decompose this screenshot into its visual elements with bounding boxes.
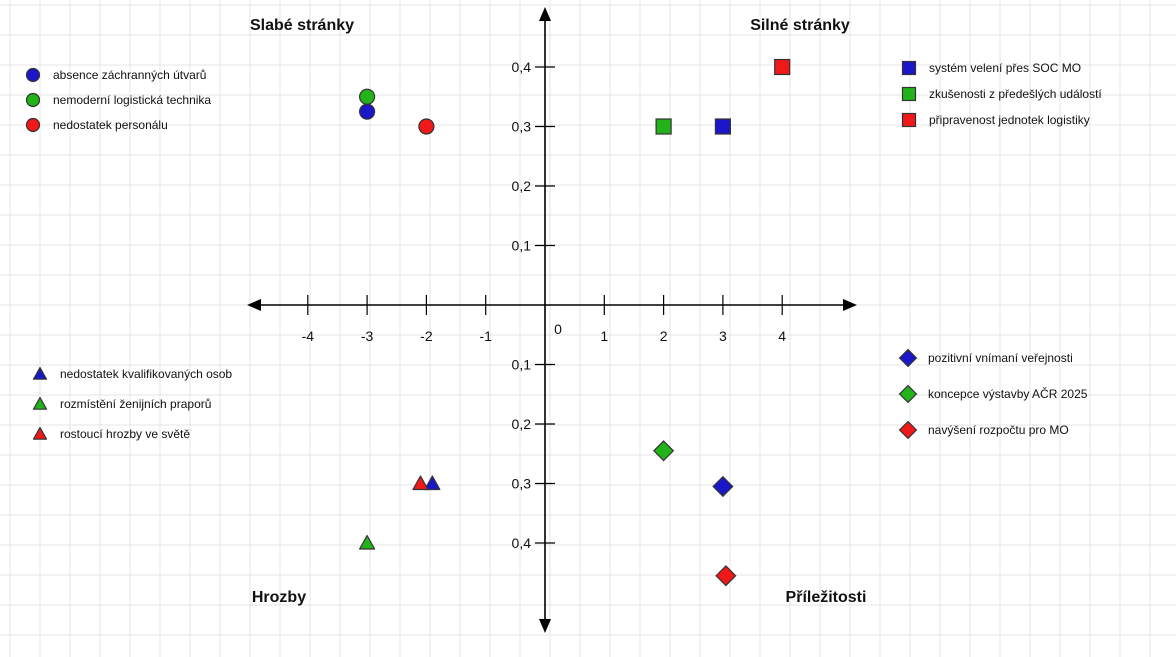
legend-marker-diamond bbox=[898, 384, 918, 404]
y-axis-arrow-top bbox=[539, 7, 551, 21]
data-point-circle bbox=[418, 118, 435, 135]
data-point-square bbox=[714, 118, 732, 135]
x-tick-label: 0 bbox=[554, 321, 562, 337]
legend-label: nemoderní logistická technika bbox=[53, 93, 211, 107]
data-point-triangle bbox=[359, 534, 376, 550]
data-point-square bbox=[774, 58, 791, 76]
legend-marker-circle bbox=[25, 92, 41, 108]
legend-marker-triangle bbox=[32, 366, 48, 380]
y-tick-label: 0,2 bbox=[512, 416, 532, 432]
x-axis-arrow-left bbox=[247, 299, 261, 311]
legend-marker-square bbox=[901, 86, 917, 102]
legend-marker-diamond bbox=[898, 348, 918, 368]
legend-marker-square bbox=[901, 112, 917, 128]
ticks: -4 -3 -2 -1 0 1 2 3 4 0,4 0,3 0,2 0,1 0,1 0,2 0,3 0,4 bbox=[302, 59, 787, 551]
y-tick-label: 0,2 bbox=[512, 178, 532, 194]
y-tick-label: 0,3 bbox=[512, 476, 532, 492]
legends: absence záchranných útvarů nemoderní logi… bbox=[25, 60, 1102, 441]
y-tick-label: 0,1 bbox=[512, 357, 532, 373]
data-point-triangle bbox=[424, 475, 441, 491]
legend-label: navýšení rozpočtu pro MO bbox=[928, 423, 1069, 437]
legend-item: koncepce výstavby AČR 2025 bbox=[898, 384, 1088, 404]
legend-item: systém velení přes SOC MO bbox=[901, 60, 1081, 76]
legend-label: koncepce výstavby AČR 2025 bbox=[928, 386, 1088, 401]
legend-label: rozmístění ženijních praporů bbox=[60, 397, 211, 411]
y-axis-arrow-bottom bbox=[539, 619, 551, 633]
x-tick-label: 2 bbox=[660, 328, 668, 344]
quadrant-title-top-left: Slabé stránky bbox=[250, 17, 354, 34]
quadrant-titles: Slabé stránky Silné stránky Hrozby Příle… bbox=[250, 17, 866, 606]
legend-item: pozitivní vnímaní veřejnosti bbox=[898, 348, 1073, 368]
data-point-triangle bbox=[412, 475, 429, 491]
quadrant-title-bottom-left: Hrozby bbox=[252, 589, 306, 606]
legend-marker-diamond bbox=[898, 420, 918, 440]
legend-item: nemoderní logistická technika bbox=[25, 92, 211, 108]
data-point-diamond bbox=[715, 565, 737, 587]
legend-marker-circle bbox=[25, 117, 41, 133]
y-tick-label: 0,1 bbox=[512, 238, 532, 254]
legend-label: nedostatek kvalifikovaných osob bbox=[60, 367, 232, 381]
legend-marker-square bbox=[901, 60, 917, 76]
x-tick-label: -2 bbox=[420, 328, 433, 344]
quadrant-title-top-right: Silné stránky bbox=[750, 17, 850, 34]
data-point-diamond bbox=[712, 475, 734, 498]
x-tick-label: -1 bbox=[479, 328, 492, 344]
legend-item: rostoucí hrozby ve světě bbox=[32, 426, 190, 441]
x-axis-arrow-right bbox=[843, 299, 857, 311]
data-point-circle bbox=[359, 103, 376, 120]
x-tick-label: -4 bbox=[302, 328, 315, 344]
legend-item: rozmístění ženijních praporů bbox=[32, 396, 211, 411]
legend-label: nedostatek personálu bbox=[53, 118, 168, 132]
y-tick-label: 0,3 bbox=[512, 119, 532, 135]
x-tick-label: 4 bbox=[778, 328, 786, 344]
legend-label: systém velení přes SOC MO bbox=[929, 61, 1081, 75]
legend-label: rostoucí hrozby ve světě bbox=[60, 427, 190, 441]
x-tick-label: -3 bbox=[361, 328, 374, 344]
legend-marker-circle bbox=[25, 67, 41, 83]
legend-item: zkušenosti z předešlých událostí bbox=[901, 86, 1102, 102]
x-tick-label: 3 bbox=[719, 328, 727, 344]
data-point-circle bbox=[359, 88, 376, 105]
y-tick-label: 0,4 bbox=[512, 59, 532, 75]
axes bbox=[247, 7, 857, 633]
x-tick-label: 1 bbox=[600, 328, 608, 344]
y-tick-label: 0,4 bbox=[512, 535, 532, 551]
data-point-diamond bbox=[653, 440, 675, 462]
quadrant-title-bottom-right: Příležitosti bbox=[786, 589, 867, 606]
legend-label: připravenost jednotek logistiky bbox=[929, 113, 1090, 127]
legend-label: absence záchranných útvarů bbox=[53, 68, 206, 82]
legend-marker-triangle bbox=[32, 396, 48, 410]
legend-label: zkušenosti z předešlých událostí bbox=[929, 87, 1102, 101]
data-point-square bbox=[655, 118, 672, 135]
legend-item: připravenost jednotek logistiky bbox=[901, 112, 1090, 128]
legend-marker-triangle bbox=[32, 426, 48, 440]
legend-item: nedostatek kvalifikovaných osob bbox=[32, 366, 232, 381]
legend-item: navýšení rozpočtu pro MO bbox=[898, 420, 1069, 440]
legend-item: nedostatek personálu bbox=[25, 117, 168, 133]
data-points bbox=[359, 58, 791, 587]
legend-item: absence záchranných útvarů bbox=[25, 67, 206, 83]
legend-label: pozitivní vnímaní veřejnosti bbox=[928, 351, 1073, 365]
